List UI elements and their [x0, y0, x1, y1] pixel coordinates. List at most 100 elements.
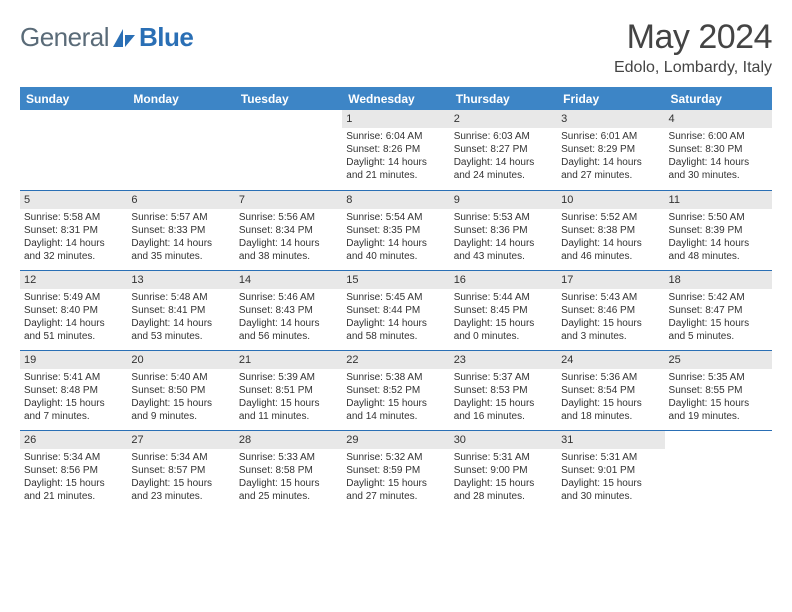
- sunrise-text: Sunrise: 5:31 AM: [454, 451, 553, 464]
- daylight-text: Daylight: 15 hours and 3 minutes.: [561, 317, 660, 343]
- sunset-text: Sunset: 8:59 PM: [346, 464, 445, 477]
- day-info: Sunrise: 5:39 AMSunset: 8:51 PMDaylight:…: [239, 371, 338, 423]
- sail-icon: [111, 27, 137, 49]
- sunset-text: Sunset: 8:58 PM: [239, 464, 338, 477]
- day-info: Sunrise: 5:41 AMSunset: 8:48 PMDaylight:…: [24, 371, 123, 423]
- brand-part1: General: [20, 22, 109, 53]
- daylight-text: Daylight: 14 hours and 51 minutes.: [24, 317, 123, 343]
- day-number: 27: [127, 431, 234, 449]
- col-saturday: Saturday: [665, 87, 772, 110]
- sunrise-text: Sunrise: 5:32 AM: [346, 451, 445, 464]
- sunset-text: Sunset: 8:34 PM: [239, 224, 338, 237]
- day-number: 29: [342, 431, 449, 449]
- calendar-day-cell: 11Sunrise: 5:50 AMSunset: 8:39 PMDayligh…: [665, 190, 772, 270]
- day-number: 3: [557, 110, 664, 128]
- sunset-text: Sunset: 8:45 PM: [454, 304, 553, 317]
- sunrise-text: Sunrise: 6:00 AM: [669, 130, 768, 143]
- sunrise-text: Sunrise: 5:42 AM: [669, 291, 768, 304]
- day-number: 6: [127, 191, 234, 209]
- sunset-text: Sunset: 8:38 PM: [561, 224, 660, 237]
- calendar-day-cell: 5Sunrise: 5:58 AMSunset: 8:31 PMDaylight…: [20, 190, 127, 270]
- day-info: Sunrise: 5:57 AMSunset: 8:33 PMDaylight:…: [131, 211, 230, 263]
- sunrise-text: Sunrise: 5:46 AM: [239, 291, 338, 304]
- sunset-text: Sunset: 9:00 PM: [454, 464, 553, 477]
- sunset-text: Sunset: 9:01 PM: [561, 464, 660, 477]
- day-info: Sunrise: 6:03 AMSunset: 8:27 PMDaylight:…: [454, 130, 553, 182]
- day-number: 5: [20, 191, 127, 209]
- day-info: Sunrise: 5:56 AMSunset: 8:34 PMDaylight:…: [239, 211, 338, 263]
- calendar-table: Sunday Monday Tuesday Wednesday Thursday…: [20, 87, 772, 510]
- title-block: May 2024 Edolo, Lombardy, Italy: [614, 18, 772, 77]
- calendar-day-cell: 12Sunrise: 5:49 AMSunset: 8:40 PMDayligh…: [20, 270, 127, 350]
- day-info: Sunrise: 5:54 AMSunset: 8:35 PMDaylight:…: [346, 211, 445, 263]
- daylight-text: Daylight: 15 hours and 9 minutes.: [131, 397, 230, 423]
- day-number: 25: [665, 351, 772, 369]
- day-info: Sunrise: 5:37 AMSunset: 8:53 PMDaylight:…: [454, 371, 553, 423]
- sunset-text: Sunset: 8:36 PM: [454, 224, 553, 237]
- sunrise-text: Sunrise: 5:56 AM: [239, 211, 338, 224]
- daylight-text: Daylight: 15 hours and 0 minutes.: [454, 317, 553, 343]
- calendar-day-cell: 1Sunrise: 6:04 AMSunset: 8:26 PMDaylight…: [342, 110, 449, 190]
- calendar-week-row: 1Sunrise: 6:04 AMSunset: 8:26 PMDaylight…: [20, 110, 772, 190]
- sunrise-text: Sunrise: 5:57 AM: [131, 211, 230, 224]
- daylight-text: Daylight: 15 hours and 28 minutes.: [454, 477, 553, 503]
- daylight-text: Daylight: 14 hours and 35 minutes.: [131, 237, 230, 263]
- day-info: Sunrise: 5:46 AMSunset: 8:43 PMDaylight:…: [239, 291, 338, 343]
- day-number: 21: [235, 351, 342, 369]
- sunset-text: Sunset: 8:56 PM: [24, 464, 123, 477]
- daylight-text: Daylight: 15 hours and 27 minutes.: [346, 477, 445, 503]
- day-number: 19: [20, 351, 127, 369]
- sunrise-text: Sunrise: 5:50 AM: [669, 211, 768, 224]
- day-number: 8: [342, 191, 449, 209]
- calendar-day-cell: 21 Sunrise: 5:39 AMSunset: 8:51 PMDayligh…: [235, 350, 342, 430]
- sunrise-text: Sunrise: 5:38 AM: [346, 371, 445, 384]
- sunset-text: Sunset: 8:41 PM: [131, 304, 230, 317]
- calendar-page: General Blue May 2024 Edolo, Lombardy, I…: [0, 0, 792, 612]
- month-title: May 2024: [614, 18, 772, 57]
- day-info: Sunrise: 5:35 AMSunset: 8:55 PMDaylight:…: [669, 371, 768, 423]
- daylight-text: Daylight: 15 hours and 14 minutes.: [346, 397, 445, 423]
- day-info: Sunrise: 5:48 AMSunset: 8:41 PMDaylight:…: [131, 291, 230, 343]
- day-number: 28: [235, 431, 342, 449]
- day-info: Sunrise: 5:40 AMSunset: 8:50 PMDaylight:…: [131, 371, 230, 423]
- daylight-text: Daylight: 15 hours and 7 minutes.: [24, 397, 123, 423]
- sunrise-text: Sunrise: 5:40 AM: [131, 371, 230, 384]
- calendar-day-cell: 15Sunrise: 5:45 AMSunset: 8:44 PMDayligh…: [342, 270, 449, 350]
- header: General Blue May 2024 Edolo, Lombardy, I…: [20, 18, 772, 77]
- sunrise-text: Sunrise: 6:03 AM: [454, 130, 553, 143]
- day-number: 31: [557, 431, 664, 449]
- sunrise-text: Sunrise: 5:52 AM: [561, 211, 660, 224]
- daylight-text: Daylight: 14 hours and 48 minutes.: [669, 237, 768, 263]
- day-info: Sunrise: 5:32 AMSunset: 8:59 PMDaylight:…: [346, 451, 445, 503]
- sunset-text: Sunset: 8:29 PM: [561, 143, 660, 156]
- sunrise-text: Sunrise: 6:01 AM: [561, 130, 660, 143]
- calendar-day-cell: [127, 110, 234, 190]
- sunset-text: Sunset: 8:43 PM: [239, 304, 338, 317]
- day-number: 22: [342, 351, 449, 369]
- sunrise-text: Sunrise: 6:04 AM: [346, 130, 445, 143]
- sunset-text: Sunset: 8:54 PM: [561, 384, 660, 397]
- daylight-text: Daylight: 14 hours and 53 minutes.: [131, 317, 230, 343]
- sunrise-text: Sunrise: 5:35 AM: [669, 371, 768, 384]
- location: Edolo, Lombardy, Italy: [614, 59, 772, 77]
- calendar-day-cell: 4Sunrise: 6:00 AMSunset: 8:30 PMDaylight…: [665, 110, 772, 190]
- calendar-day-cell: 17Sunrise: 5:43 AMSunset: 8:46 PMDayligh…: [557, 270, 664, 350]
- sunset-text: Sunset: 8:31 PM: [24, 224, 123, 237]
- sunrise-text: Sunrise: 5:44 AM: [454, 291, 553, 304]
- calendar-day-cell: 31 Sunrise: 5:31 AMSunset: 9:01 PMDayligh…: [557, 430, 664, 510]
- day-info: Sunrise: 5:34 AMSunset: 8:56 PMDaylight:…: [24, 451, 123, 503]
- day-info: Sunrise: 5:31 AMSunset: 9:01 PMDaylight:…: [561, 451, 660, 503]
- day-info: Sunrise: 5:44 AMSunset: 8:45 PMDaylight:…: [454, 291, 553, 343]
- day-number: 23: [450, 351, 557, 369]
- day-info: Sunrise: 5:49 AMSunset: 8:40 PMDaylight:…: [24, 291, 123, 343]
- calendar-day-cell: 7Sunrise: 5:56 AMSunset: 8:34 PMDaylight…: [235, 190, 342, 270]
- sunrise-text: Sunrise: 5:53 AM: [454, 211, 553, 224]
- sunrise-text: Sunrise: 5:39 AM: [239, 371, 338, 384]
- calendar-day-cell: 19 Sunrise: 5:41 AMSunset: 8:48 PMDayligh…: [20, 350, 127, 430]
- day-number: 24: [557, 351, 664, 369]
- day-info: Sunrise: 6:04 AMSunset: 8:26 PMDaylight:…: [346, 130, 445, 182]
- day-number: 17: [557, 271, 664, 289]
- day-number: 16: [450, 271, 557, 289]
- daylight-text: Daylight: 14 hours and 46 minutes.: [561, 237, 660, 263]
- daylight-text: Daylight: 15 hours and 21 minutes.: [24, 477, 123, 503]
